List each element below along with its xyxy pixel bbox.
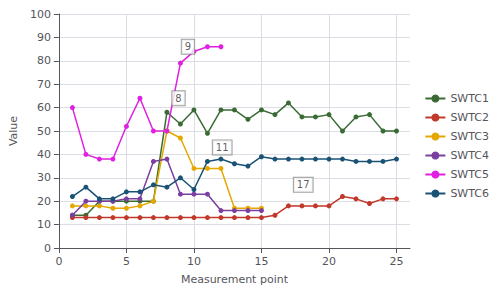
svg-text:0: 0 xyxy=(44,242,51,255)
svg-text:11: 11 xyxy=(216,142,229,153)
svg-text:SWTC1: SWTC1 xyxy=(450,92,489,105)
svg-text:17: 17 xyxy=(297,179,310,190)
svg-text:20: 20 xyxy=(37,195,51,208)
svg-text:70: 70 xyxy=(37,78,51,91)
svg-text:5: 5 xyxy=(123,255,130,268)
svg-text:40: 40 xyxy=(37,148,51,161)
svg-text:SWTC5: SWTC5 xyxy=(450,168,489,181)
svg-text:80: 80 xyxy=(37,54,51,67)
svg-text:Value: Value xyxy=(7,116,20,146)
svg-text:20: 20 xyxy=(322,255,336,268)
svg-text:10: 10 xyxy=(37,218,51,231)
svg-text:8: 8 xyxy=(175,93,181,104)
svg-text:SWTC3: SWTC3 xyxy=(450,130,489,143)
svg-text:90: 90 xyxy=(37,31,51,44)
svg-text:50: 50 xyxy=(37,125,51,138)
svg-text:60: 60 xyxy=(37,101,51,114)
svg-text:30: 30 xyxy=(37,171,51,184)
svg-text:SWTC6: SWTC6 xyxy=(450,187,489,200)
svg-text:0: 0 xyxy=(55,255,62,268)
svg-text:SWTC2: SWTC2 xyxy=(450,111,489,124)
svg-text:100: 100 xyxy=(30,8,51,21)
svg-text:10: 10 xyxy=(187,255,201,268)
svg-text:25: 25 xyxy=(389,255,403,268)
svg-text:15: 15 xyxy=(254,255,268,268)
svg-text:9: 9 xyxy=(185,41,191,52)
svg-text:Measurement point: Measurement point xyxy=(181,273,289,286)
svg-text:SWTC4: SWTC4 xyxy=(450,149,489,162)
